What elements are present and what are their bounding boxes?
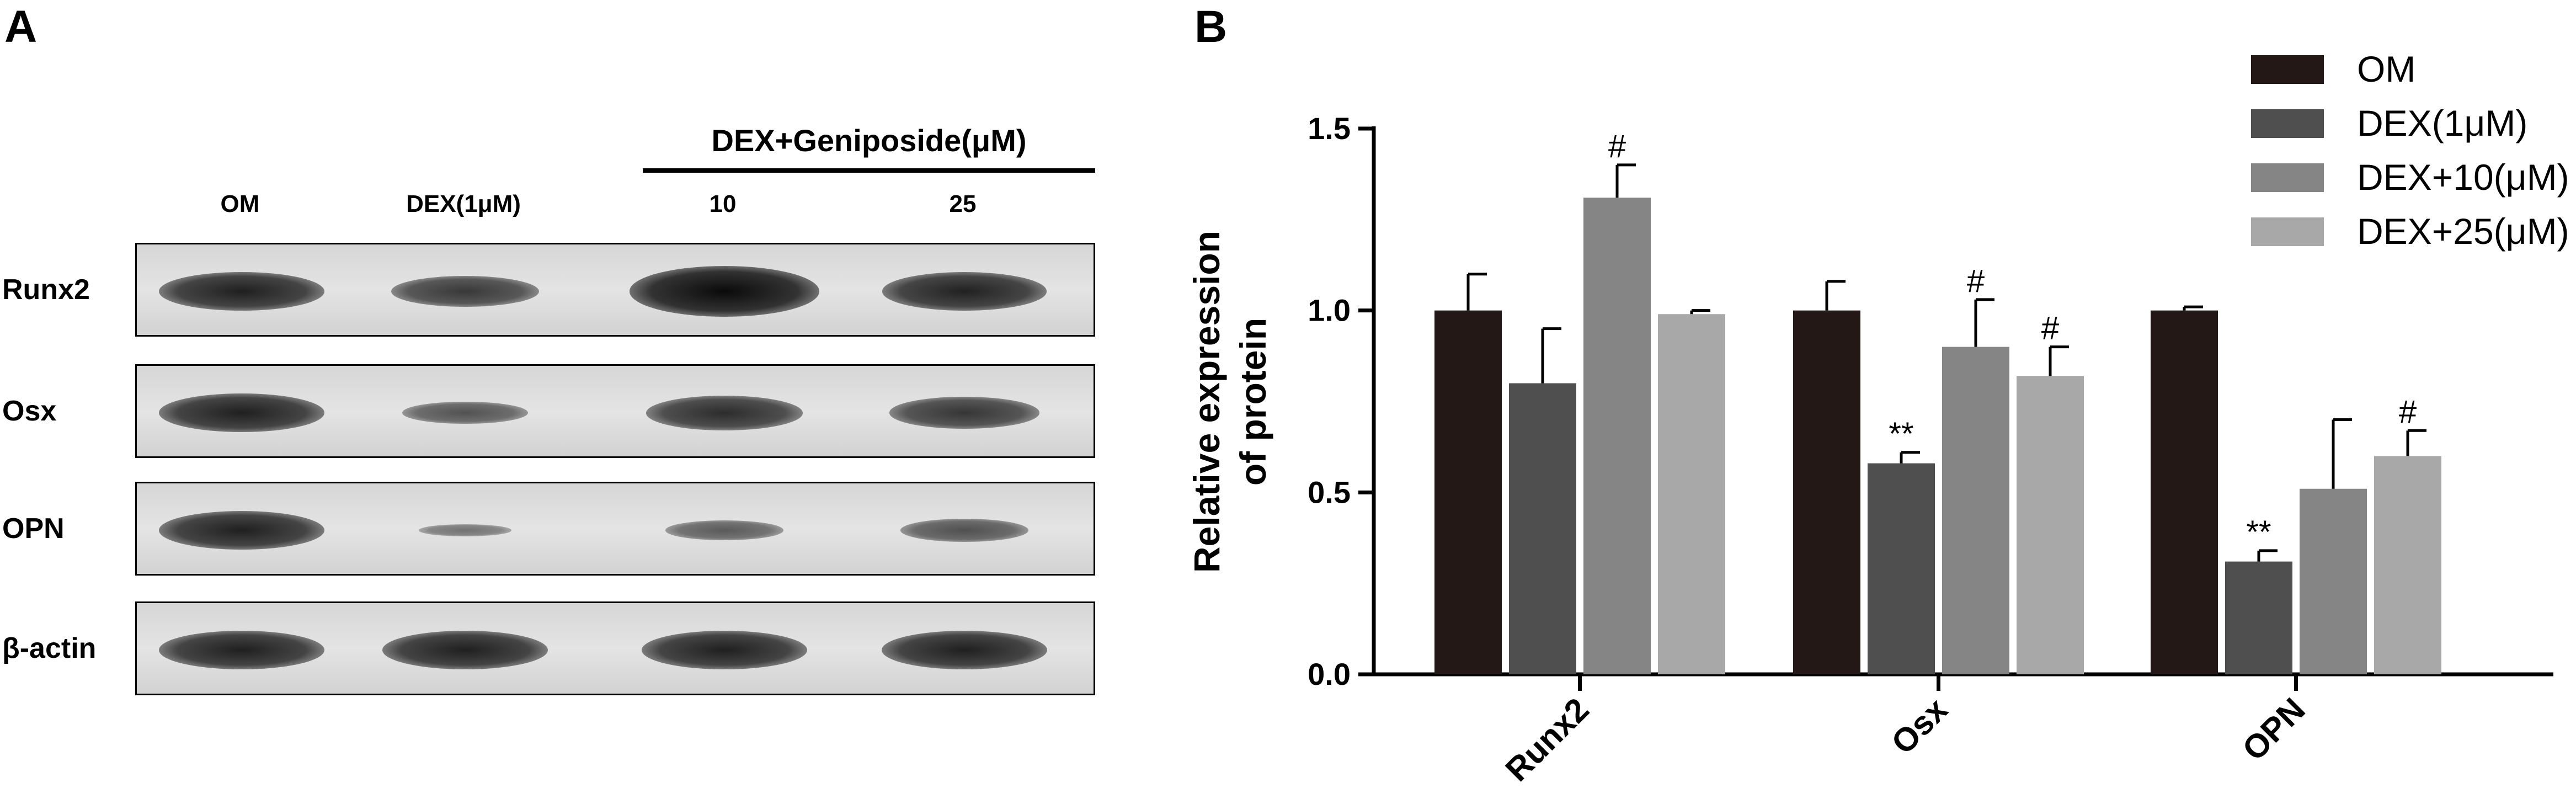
blot-strip	[135, 601, 1095, 695]
blot-lane-label: 25	[949, 190, 977, 217]
significance-marker: **	[2246, 514, 2271, 550]
bar	[1583, 198, 1651, 675]
legend-label: DEX+25(μM)	[2357, 211, 2569, 252]
x-tick-label: Runx2	[1498, 691, 1596, 789]
bar	[2225, 561, 2292, 674]
bar-chart: 0.0 0.5 1.0 1.5 Relative expression of protei…	[1186, 49, 2569, 789]
legend-swatch	[2251, 217, 2324, 246]
y-tick-label: 1.0	[1308, 293, 1351, 328]
blot-strip	[135, 482, 1095, 576]
legend-swatch	[2251, 55, 2324, 84]
bar	[2374, 456, 2441, 674]
significance-marker: **	[1889, 416, 1913, 452]
legend-label: DEX(1μM)	[2357, 103, 2527, 143]
blot-row-label: Osx	[2, 395, 57, 427]
blot-group-label: DEX+Geniposide(μM)	[711, 123, 1027, 158]
y-axis-label: Relative expression of protein	[1186, 231, 1273, 573]
blot-band	[159, 393, 324, 432]
blot-band	[889, 397, 1039, 429]
blot-band	[419, 524, 511, 536]
panel-letter-b: B	[1194, 2, 1228, 52]
blot-row-label: β-actin	[2, 632, 97, 664]
panel-letter-a: A	[4, 2, 38, 52]
blot-lane-label: OM	[220, 190, 260, 217]
blot-band	[882, 631, 1047, 669]
significance-marker: #	[2041, 311, 2059, 347]
bar	[1942, 347, 2009, 674]
blot-strip	[135, 243, 1095, 337]
blot-band	[391, 276, 540, 307]
blot-lane-label: DEX(1μM)	[406, 190, 521, 217]
significance-marker: #	[1967, 263, 1985, 299]
y-tick-label: 0.5	[1308, 475, 1351, 509]
blot-band	[159, 631, 324, 669]
blot-band	[159, 511, 324, 550]
significance-marker: #	[1608, 129, 1626, 164]
blot-row-label: Runx2	[2, 274, 90, 306]
blot-group-line	[643, 168, 1095, 173]
blot-band	[642, 631, 807, 669]
legend-label: DEX+10(μM)	[2357, 157, 2569, 198]
bar	[2151, 310, 2218, 674]
bar	[1793, 310, 1860, 674]
bar	[1868, 463, 1935, 674]
y-axis-label-line: Relative expression	[1186, 231, 1227, 573]
bar	[2300, 488, 2367, 674]
legend-swatch	[2251, 109, 2324, 138]
x-tick-label: OPN	[2235, 691, 2312, 768]
blot-band	[630, 266, 819, 317]
y-tick-label: 0.0	[1308, 657, 1351, 691]
blot-band	[900, 519, 1029, 542]
y-axis-label-line: of protein	[1233, 318, 1273, 486]
bar	[1434, 310, 1502, 674]
bar	[2017, 376, 2084, 674]
blot-band	[665, 520, 784, 540]
blot-lane-label: 10	[709, 190, 737, 217]
western-blot-panel: DEX+Geniposide(μM) OM DEX(1μM) 10 25 Run…	[0, 0, 1131, 804]
blot-band	[402, 401, 529, 424]
y-tick-label: 1.5	[1308, 111, 1351, 146]
blot-band	[882, 272, 1047, 311]
blot-strip	[135, 364, 1095, 458]
significance-marker: #	[2399, 394, 2417, 430]
blot-band	[646, 395, 803, 430]
x-tick-label: Osx	[1884, 691, 1955, 762]
bar	[1509, 383, 1576, 674]
legend-label: OM	[2357, 49, 2415, 89]
blot-row-label: OPN	[2, 513, 65, 545]
legend-swatch	[2251, 163, 2324, 192]
blot-band	[382, 631, 548, 669]
bar	[1658, 314, 1725, 674]
blot-band	[159, 272, 324, 311]
